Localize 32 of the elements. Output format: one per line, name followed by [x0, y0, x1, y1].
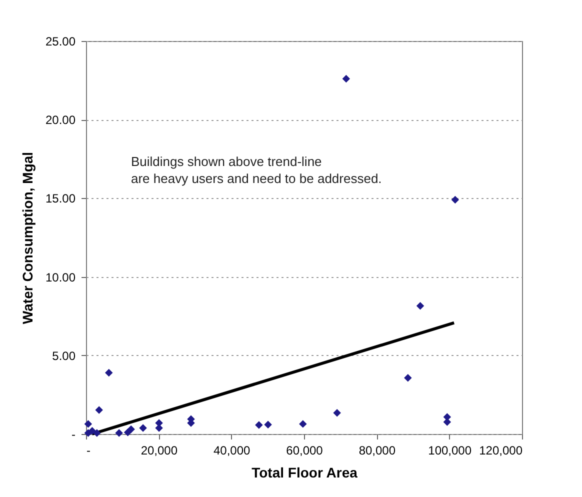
y-axis-title: Water Consumption, Mgal — [19, 152, 36, 324]
point — [264, 420, 272, 428]
point — [88, 426, 96, 435]
x-tick-label: 60,000 — [286, 444, 324, 458]
point — [93, 429, 101, 437]
y-tick-label: 15.00 — [45, 192, 76, 206]
point — [105, 368, 113, 377]
point — [404, 374, 412, 382]
point — [127, 425, 135, 434]
x-axis-title: Total Floor Area — [252, 464, 358, 480]
x-tick-label: - — [86, 444, 90, 458]
x-tick-label: 20,000 — [140, 444, 178, 458]
x-tick-label: 40,000 — [213, 444, 251, 458]
point — [333, 409, 341, 417]
annotation: Buildings shown above trend-line are heavy users and need to be addressed. — [131, 154, 382, 186]
point — [342, 74, 350, 83]
point — [299, 420, 307, 428]
y-tick-label: - — [72, 428, 76, 442]
y-tick-label: 10.00 — [45, 270, 76, 284]
point — [95, 406, 103, 414]
x-tick-label: 120,000 — [479, 444, 523, 458]
point — [139, 424, 147, 432]
y-tick-label: 5.00 — [52, 348, 76, 363]
y-tick-label: 25.00 — [45, 34, 76, 48]
x-tick-label: 100,000 — [428, 444, 472, 458]
point — [115, 429, 123, 437]
point — [451, 196, 460, 204]
x-tick-label: 80,000 — [358, 444, 396, 458]
point — [84, 420, 92, 428]
y-tick-label: 20.00 — [45, 113, 76, 128]
point — [416, 302, 424, 310]
point — [255, 421, 263, 429]
